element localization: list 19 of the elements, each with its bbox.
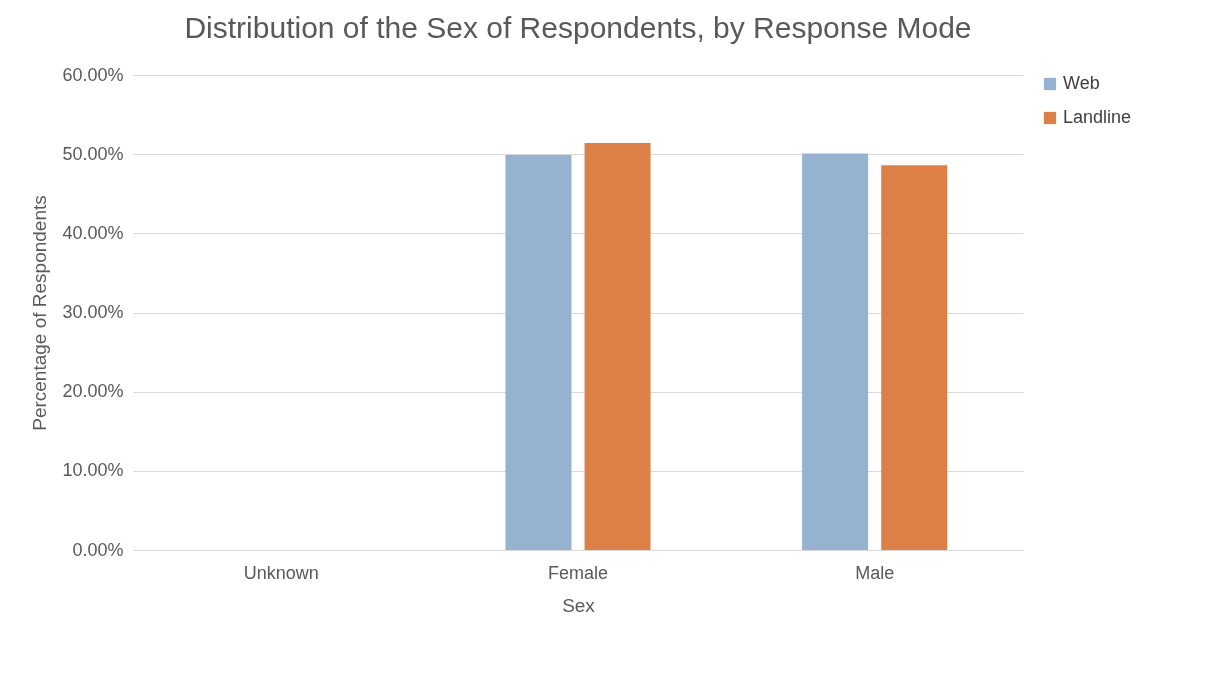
bar (584, 143, 651, 550)
x-tick-label: Male (855, 562, 895, 583)
x-tick-label: Female (547, 562, 609, 583)
bar (881, 165, 948, 550)
y-tick-label: 0.00% (72, 539, 124, 560)
y-tick-label: 30.00% (62, 302, 124, 322)
y-tick-label: 10.00% (62, 460, 124, 481)
y-tick-label: 20.00% (62, 381, 124, 402)
y-tick-label: 50.00% (62, 143, 124, 164)
bar (505, 154, 572, 550)
x-tick-label: Unknown (243, 562, 319, 583)
x-axis-title: Sex (562, 594, 596, 616)
legend-label: Web (1063, 73, 1100, 93)
y-tick-label: 40.00% (62, 222, 124, 243)
y-tick-label: 60.00% (62, 64, 124, 85)
legend-label: Landline (1063, 107, 1132, 127)
bar (802, 153, 869, 550)
chart-title: Distribution of the Sex of Respondents, by Response Mode (184, 11, 972, 44)
y-axis-title: Percentage of Respondents (29, 195, 51, 431)
